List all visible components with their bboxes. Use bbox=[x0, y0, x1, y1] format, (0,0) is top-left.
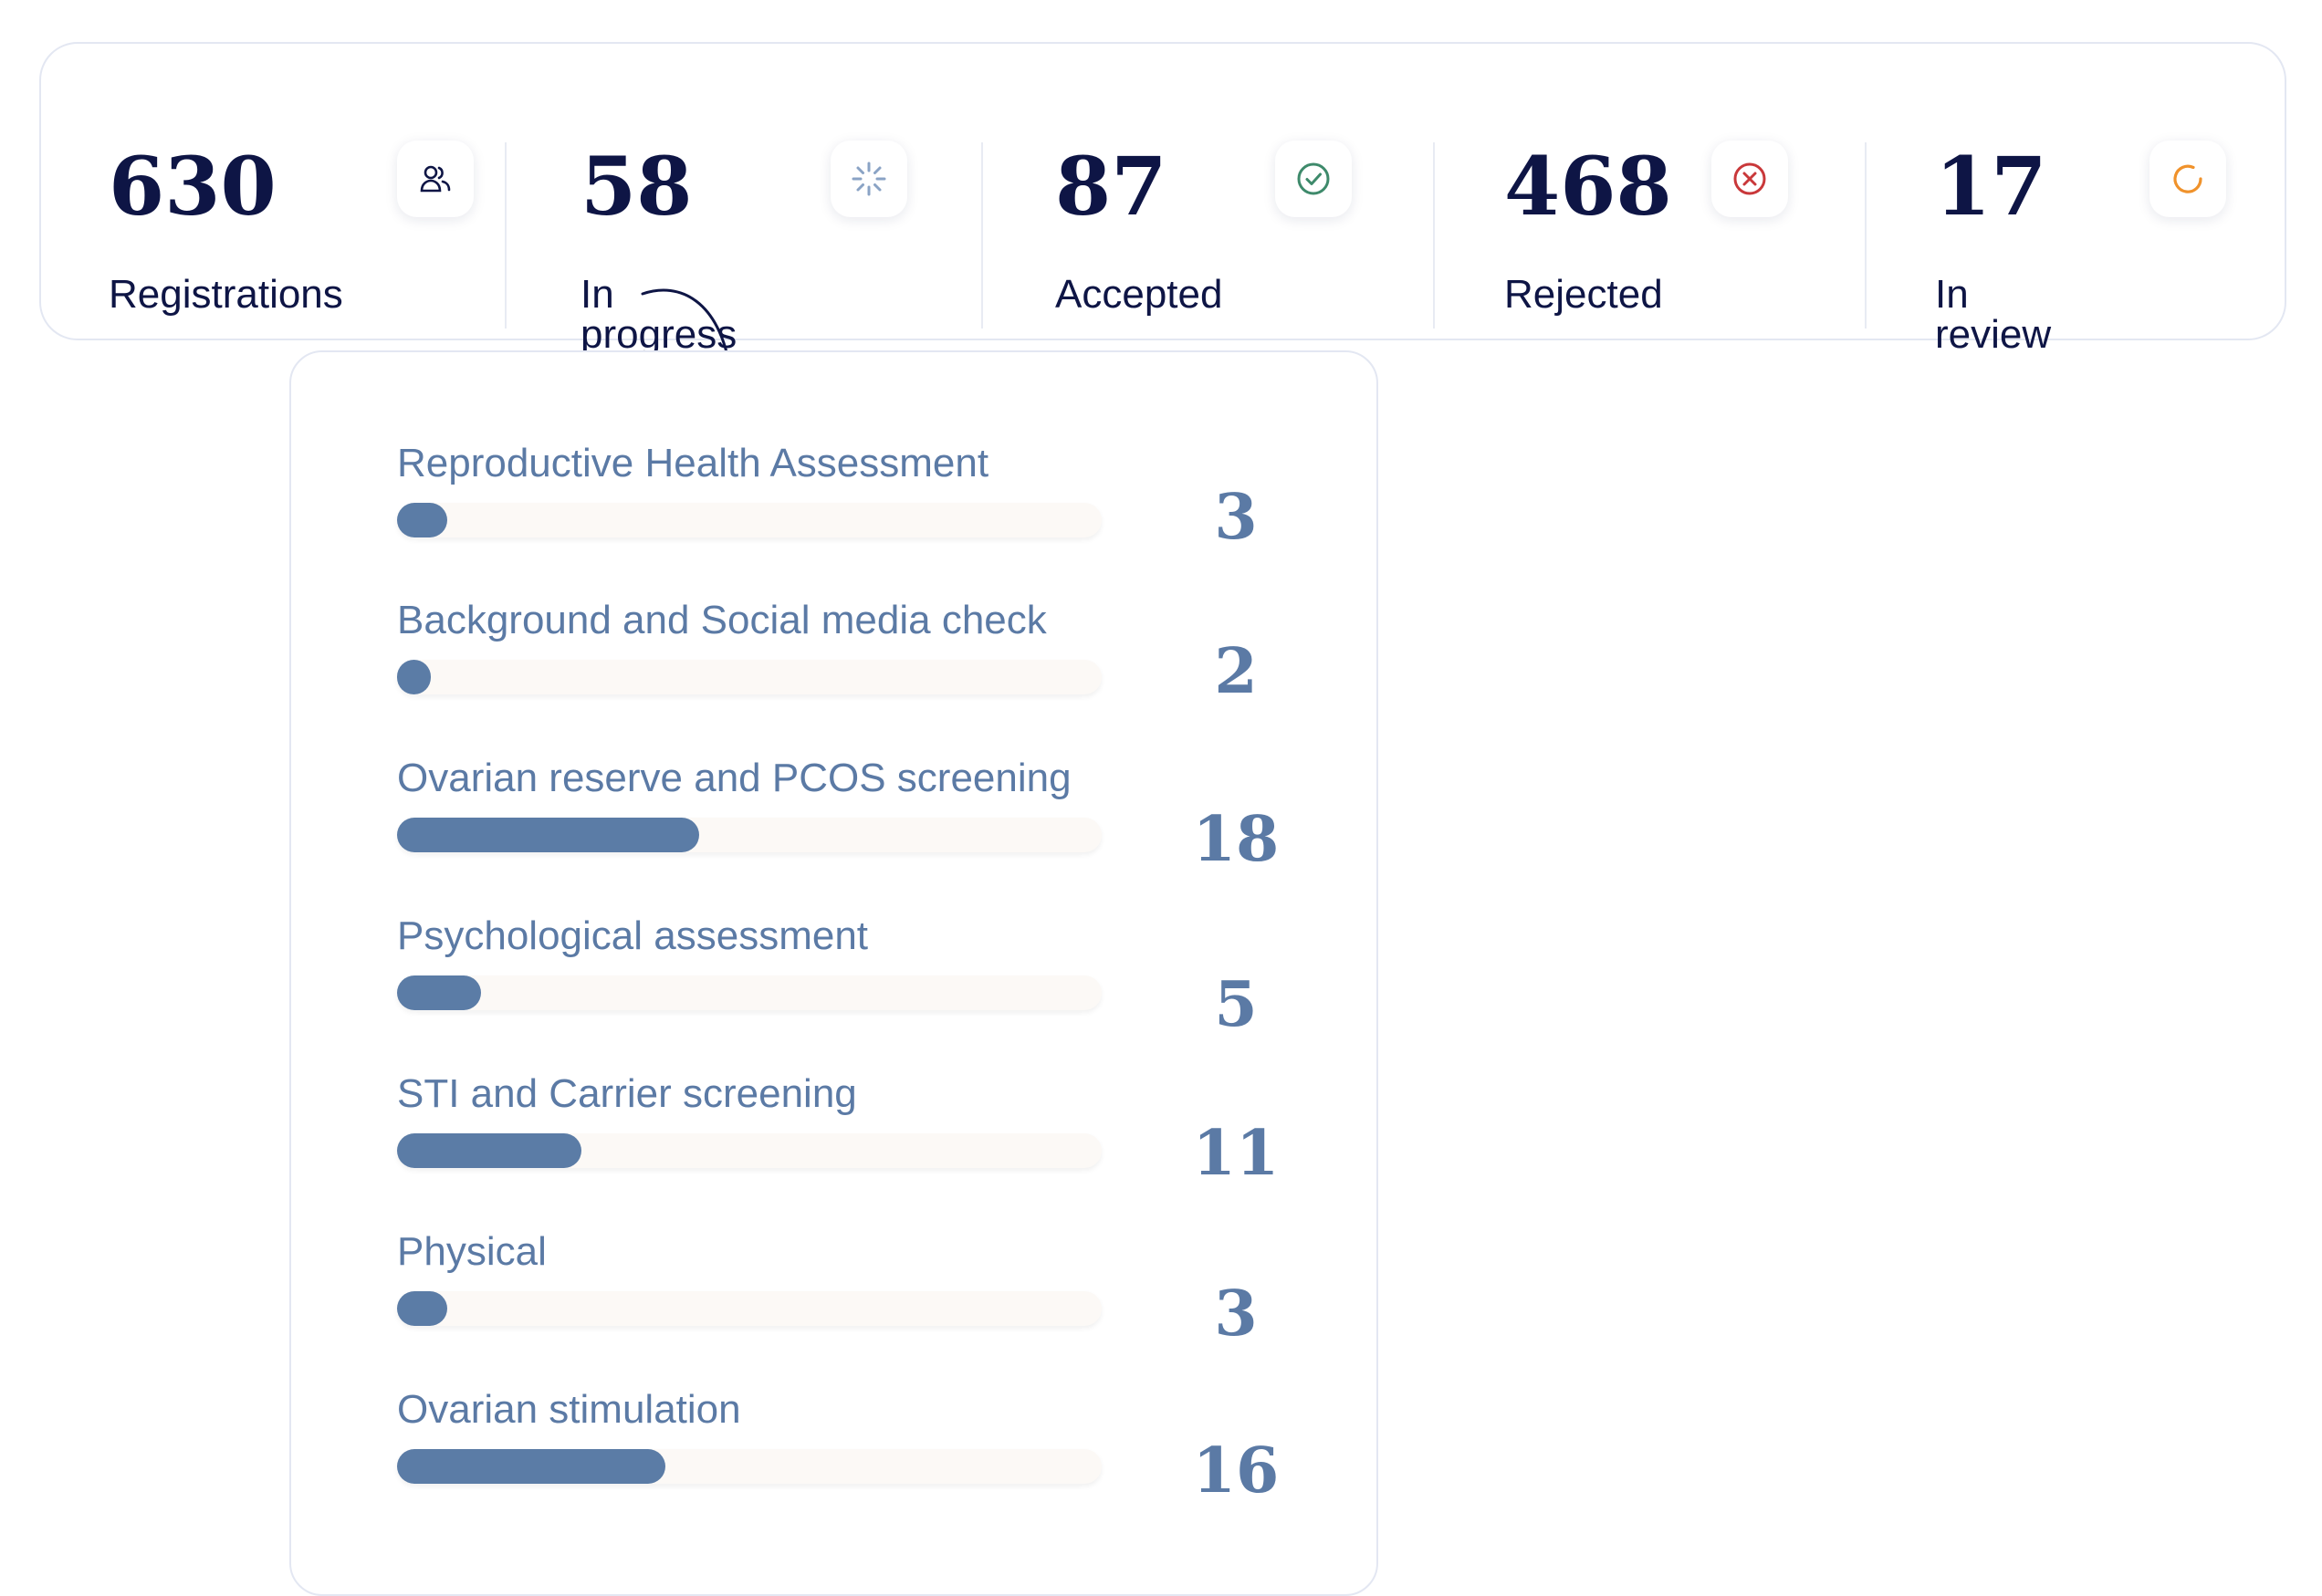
users-icon bbox=[397, 141, 474, 217]
stat-divider bbox=[1865, 142, 1867, 329]
row-count: 2 bbox=[1214, 635, 1258, 708]
stat-value: 58 bbox=[580, 139, 693, 234]
breakdown-row[interactable]: Physical 3 bbox=[291, 1228, 1376, 1374]
progress-fill bbox=[397, 503, 448, 537]
breakdown-row[interactable]: Background and Social media check 2 bbox=[291, 597, 1376, 743]
progress-track bbox=[397, 660, 1102, 694]
row-count: 3 bbox=[1214, 481, 1258, 554]
progress-track bbox=[397, 818, 1102, 852]
row-label: Psychological assessment bbox=[397, 913, 869, 958]
row-label: STI and Carrier screening bbox=[397, 1071, 857, 1116]
stat-divider bbox=[981, 142, 983, 329]
stat-value: 468 bbox=[1504, 139, 1672, 234]
progress-track bbox=[397, 1291, 1102, 1326]
progress-track bbox=[397, 503, 1102, 537]
progress-fill bbox=[397, 1291, 448, 1326]
breakdown-row[interactable]: Reproductive Health Assessment 3 bbox=[291, 440, 1376, 586]
progress-track bbox=[397, 1133, 1102, 1168]
progress-fill bbox=[397, 1449, 666, 1484]
row-label: Ovarian reserve and PCOS screening bbox=[397, 756, 1072, 800]
stat-value: 17 bbox=[1935, 139, 2047, 234]
row-count: 11 bbox=[1192, 1117, 1280, 1190]
breakdown-row[interactable]: Psychological assessment 5 bbox=[291, 913, 1376, 1059]
progress-fill bbox=[397, 818, 699, 852]
progress-track bbox=[397, 1449, 1102, 1484]
progress-fill bbox=[397, 1133, 582, 1168]
row-count: 3 bbox=[1214, 1278, 1258, 1351]
stats-bar: 630 Registrations 58 In progress 87 Acce… bbox=[39, 42, 2286, 355]
stat-value: 630 bbox=[109, 139, 277, 234]
row-label: Ovarian stimulation bbox=[397, 1387, 741, 1432]
refresh-icon bbox=[2149, 141, 2226, 217]
row-count: 16 bbox=[1192, 1434, 1280, 1507]
stat-label: Rejected bbox=[1504, 272, 1663, 317]
breakdown-row[interactable]: Ovarian reserve and PCOS screening 18 bbox=[291, 755, 1376, 901]
stat-divider bbox=[1433, 142, 1435, 329]
row-label: Physical bbox=[397, 1229, 547, 1274]
progress-track bbox=[397, 975, 1102, 1010]
breakdown-row[interactable]: Ovarian stimulation 16 bbox=[291, 1386, 1376, 1532]
breakdown-row[interactable]: STI and Carrier screening 11 bbox=[291, 1070, 1376, 1216]
in-progress-breakdown-panel: Reproductive Health Assessment 3 Backgro… bbox=[289, 350, 1378, 1596]
loader-icon bbox=[831, 141, 907, 217]
stat-value: 87 bbox=[1055, 139, 1167, 234]
stat-label: In review bbox=[1935, 272, 2052, 357]
check-circle-icon bbox=[1275, 141, 1352, 217]
stat-label: Registrations bbox=[109, 272, 343, 317]
row-count: 5 bbox=[1214, 968, 1258, 1041]
row-label: Reproductive Health Assessment bbox=[397, 441, 989, 485]
x-circle-icon bbox=[1711, 141, 1788, 217]
row-label: Background and Social media check bbox=[397, 598, 1047, 642]
progress-fill bbox=[397, 660, 431, 694]
stat-label: In progress bbox=[580, 272, 737, 357]
progress-fill bbox=[397, 975, 481, 1010]
row-count: 18 bbox=[1192, 803, 1280, 876]
stat-divider bbox=[505, 142, 507, 329]
stat-label: Accepted bbox=[1055, 272, 1223, 317]
